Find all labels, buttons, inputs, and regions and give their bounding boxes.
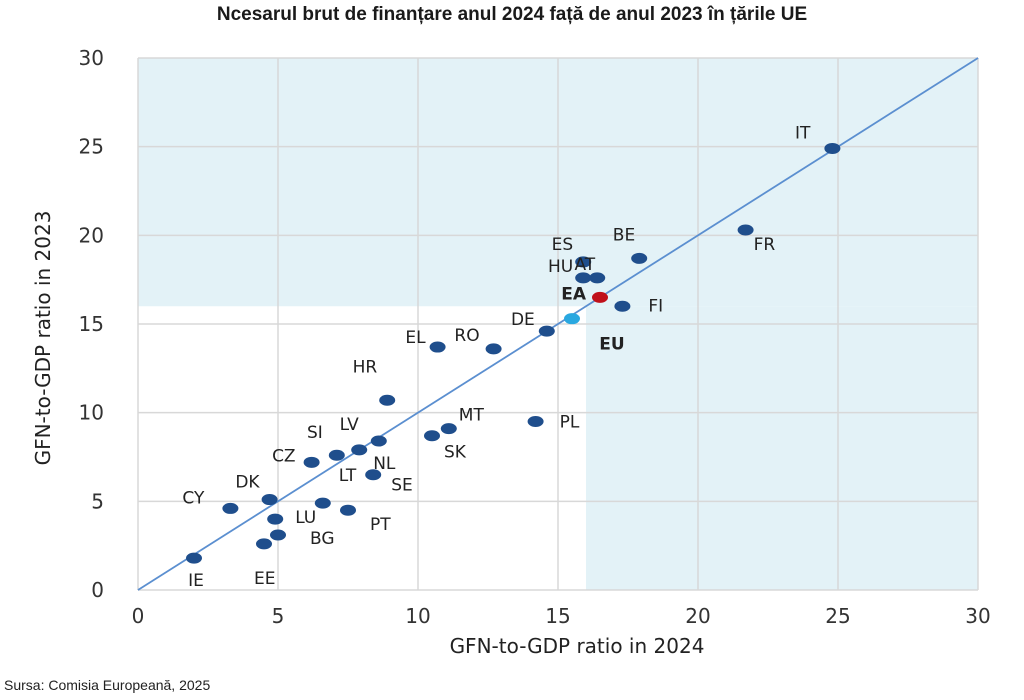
label-ie: IE [188,571,204,591]
x-axis-title: GFN-to-GDP ratio in 2024 [450,634,705,658]
x-tick-label: 10 [405,604,430,628]
y-tick-label: 20 [79,223,104,247]
point-sk [424,430,440,442]
point-be [631,252,648,264]
shaded-region-right [586,306,978,590]
point-si [328,449,345,461]
label-de: DE [511,310,535,330]
point-dk [261,494,278,506]
label-el: EL [405,328,426,348]
y-axis-title: GFN-to-GDP ratio in 2023 [31,211,55,466]
point-mt [440,423,457,435]
y-tick-label: 10 [79,401,104,425]
point-el [429,341,446,353]
x-tick-label: 15 [545,604,570,628]
point-at [589,272,606,284]
y-tick-label: 5 [91,489,104,513]
label-ee: EE [254,569,275,589]
point-fr [737,224,754,236]
label-lu: LU [295,508,316,528]
y-tick-label: 0 [91,578,104,602]
label-at: AT [574,255,595,275]
point-ea [592,291,608,303]
point-hu [575,272,592,284]
y-tick-label: 30 [79,46,104,70]
point-eu [564,313,580,325]
label-be: BE [613,225,635,245]
point-se [365,469,382,481]
label-es: ES [552,235,574,255]
x-tick-label: 20 [685,604,710,628]
point-cy [222,502,239,514]
label-ro: RO [454,326,479,346]
label-si: SI [307,423,323,443]
label-sk: SK [444,443,467,463]
label-eu: EU [599,335,624,355]
data-points [186,142,841,564]
tick-labels: 0 5 10 15 20 25 30 0 5 10 15 20 25 30 [79,46,991,628]
point-ie [186,552,202,564]
chart-title: Ncesarul brut de finanțare anul 2024 faț… [216,4,808,25]
point-pl [527,416,544,428]
label-cz: CZ [272,446,296,466]
y-tick-label: 15 [79,312,104,336]
point-lv [370,435,387,447]
x-tick-label: 25 [825,604,850,628]
point-de [538,325,555,337]
x-tick-label: 5 [272,604,285,628]
point-pt [340,504,356,516]
point-it [824,142,841,154]
x-tick-label: 30 [965,604,990,628]
x-tick-label: 0 [132,604,145,628]
label-se: SE [391,476,413,496]
label-mt: MT [459,406,485,426]
point-ee [256,538,272,550]
label-ea: EA [561,284,587,304]
point-bg [270,529,286,541]
point-lt [314,497,331,509]
label-it: IT [795,123,811,143]
label-fr: FR [754,235,776,255]
label-cy: CY [182,488,205,508]
y-tick-label: 25 [79,135,104,159]
label-lt: LT [339,466,357,486]
point-ro [485,343,502,355]
label-fi: FI [648,296,663,316]
point-lu [267,513,284,525]
point-fi [614,300,631,312]
label-dk: DK [235,473,260,493]
label-pl: PL [560,413,580,433]
label-bg: BG [310,529,335,549]
point-cz [303,456,320,468]
point-es [575,256,592,268]
label-nl: NL [373,454,396,474]
label-lv: LV [340,415,360,435]
source-note: Sursa: Comisia Europeană, 2025 [4,677,211,693]
point-hr [379,394,396,406]
point-nl [351,444,368,456]
label-pt: PT [370,515,391,535]
label-hu: HU [548,257,573,277]
label-hr: HR [353,357,378,377]
